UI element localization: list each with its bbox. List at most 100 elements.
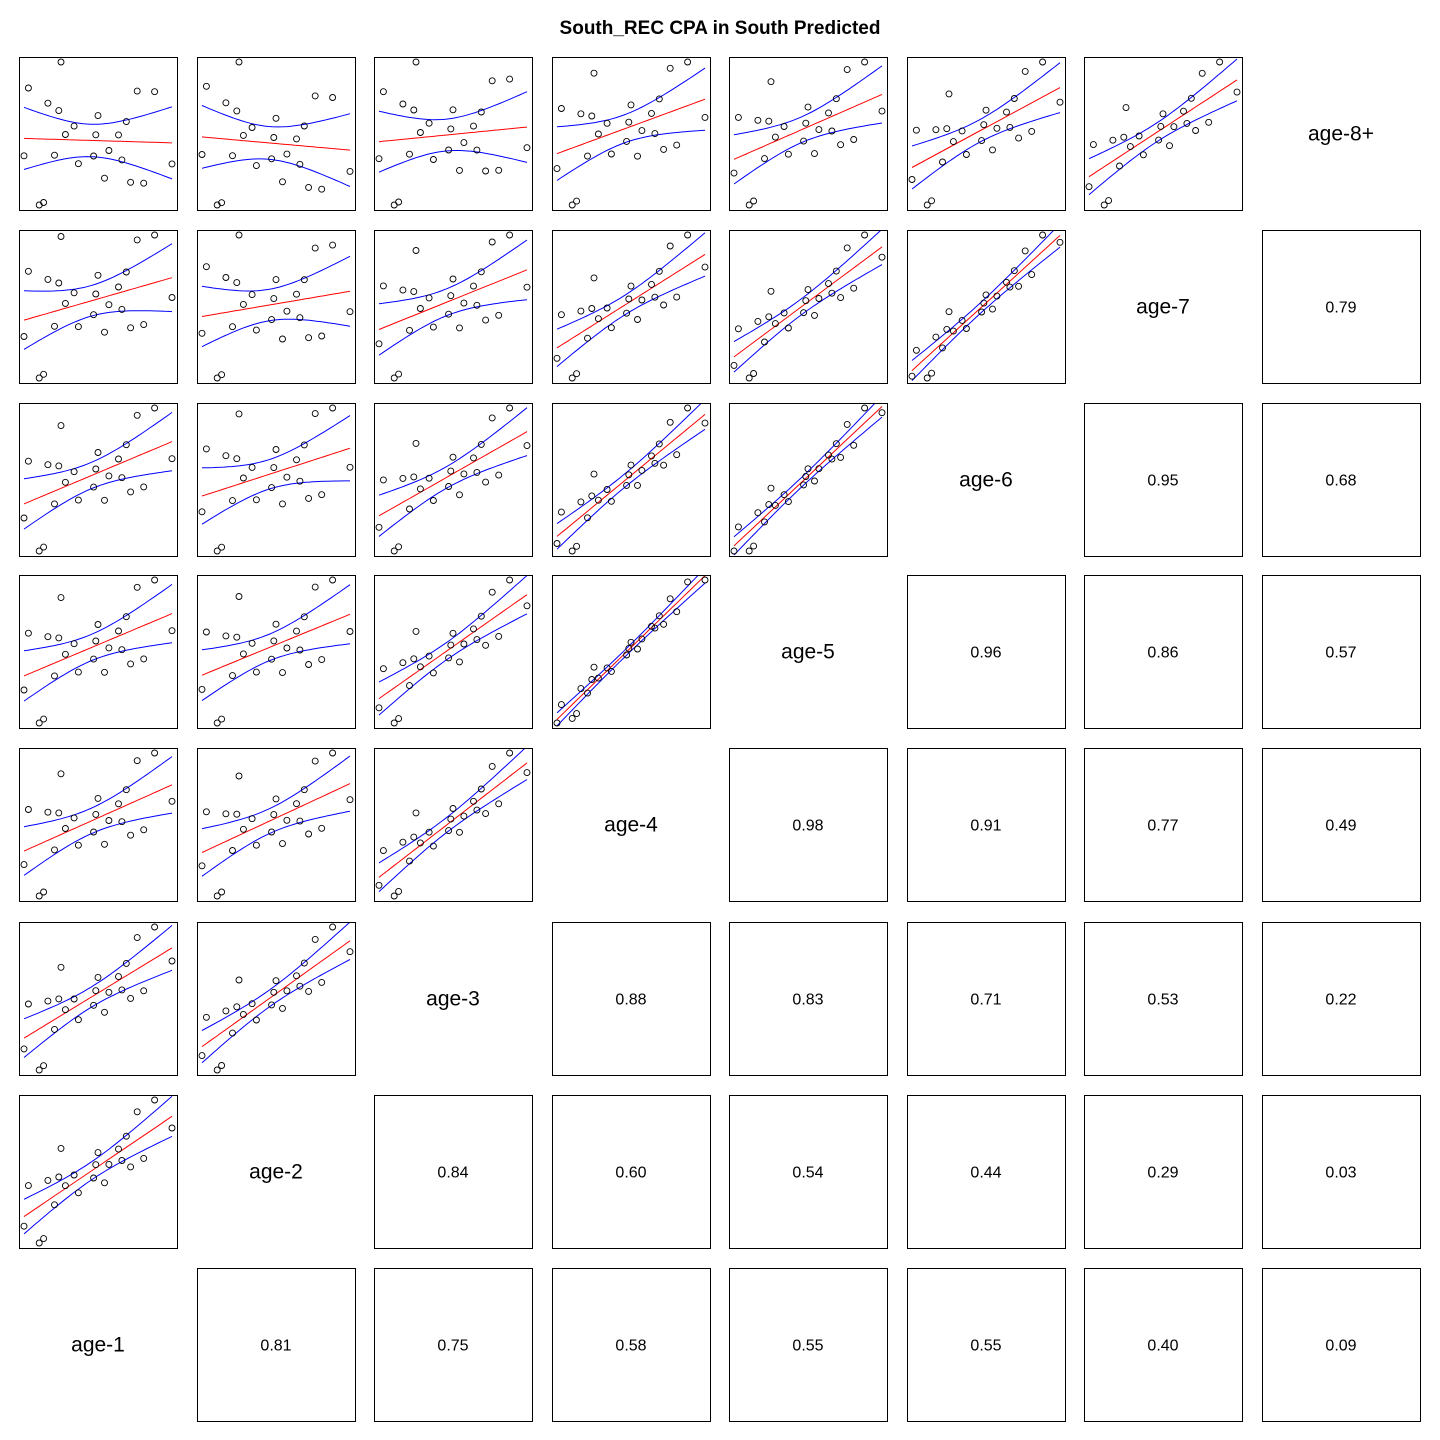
data-point	[252, 841, 260, 849]
diagonal-label-age-4: age-4	[604, 814, 658, 837]
data-point	[837, 453, 845, 461]
data-point	[122, 441, 130, 449]
panel-age-1-vs-age-7: 0.40	[1084, 1268, 1243, 1422]
data-point	[70, 1171, 78, 1179]
data-point	[94, 449, 102, 456]
fit-line	[23, 784, 173, 852]
data-point	[861, 404, 869, 412]
data-point	[1109, 136, 1117, 144]
fit-line	[733, 406, 883, 547]
data-point	[233, 1003, 241, 1011]
data-point	[101, 328, 108, 336]
data-point	[379, 476, 387, 484]
data-point	[982, 291, 990, 299]
data-point	[506, 576, 514, 584]
fit-line	[201, 290, 351, 317]
data-point	[1116, 162, 1123, 170]
data-point	[568, 374, 576, 382]
data-point	[20, 514, 28, 522]
data-point	[44, 997, 52, 1005]
data-point	[20, 861, 28, 869]
data-point	[648, 452, 655, 460]
data-point	[318, 332, 326, 340]
panel-frame	[19, 922, 178, 1076]
data-point	[346, 167, 354, 175]
data-point	[473, 806, 481, 814]
data-point	[296, 314, 304, 322]
data-point	[283, 307, 291, 315]
panel-age-3-vs-age-5: 0.83	[729, 922, 888, 1076]
panel-age-6-vs-age-2	[197, 403, 356, 557]
panel-age-1-vs-age-2: 0.81	[197, 1268, 356, 1422]
data-point	[488, 238, 496, 246]
data-point	[980, 299, 988, 307]
data-point	[557, 105, 565, 112]
data-point	[329, 404, 337, 412]
data-point	[651, 624, 659, 632]
data-point	[754, 509, 762, 517]
data-point	[229, 497, 236, 505]
data-point	[815, 465, 823, 473]
data-point	[625, 471, 633, 479]
data-point	[625, 644, 633, 652]
data-point	[638, 296, 646, 304]
data-point	[584, 334, 591, 342]
data-point	[272, 276, 280, 284]
data-point	[57, 233, 65, 240]
data-point	[568, 201, 576, 209]
data-point	[425, 652, 433, 660]
diagonal-label-age-6: age-6	[959, 469, 1013, 492]
data-point	[318, 656, 326, 664]
data-point	[233, 279, 241, 287]
data-point	[588, 112, 596, 120]
data-point	[1183, 119, 1191, 127]
correlation-value: 0.91	[970, 818, 1001, 835]
data-point	[346, 308, 354, 316]
data-point	[198, 1052, 206, 1060]
data-point	[296, 982, 304, 990]
data-point	[482, 316, 490, 324]
ci-lower-line	[1088, 100, 1238, 196]
data-point	[268, 1001, 276, 1009]
data-point	[837, 141, 845, 149]
data-point	[375, 523, 383, 531]
data-point	[70, 995, 78, 1003]
ci-lower-line	[911, 246, 1061, 381]
data-point	[118, 818, 126, 826]
data-point	[115, 131, 122, 139]
data-point	[730, 169, 738, 177]
data-point	[218, 715, 226, 723]
data-point	[673, 608, 681, 616]
data-point	[233, 810, 241, 818]
data-point	[1198, 69, 1206, 77]
data-point	[283, 473, 291, 481]
panel-age-2-vs-age-1	[19, 1095, 178, 1249]
panel-age-4-vs-age-5: 0.98	[729, 748, 888, 902]
data-point	[55, 279, 63, 287]
data-point	[24, 84, 32, 92]
ci-upper-line	[23, 106, 173, 125]
panel-age-6-vs-age-4	[552, 403, 711, 557]
data-point	[279, 840, 286, 848]
data-point	[506, 749, 514, 757]
correlation-value: 0.68	[1325, 473, 1356, 490]
data-point	[375, 881, 383, 889]
data-point	[399, 659, 407, 667]
correlation-value: 0.22	[1325, 992, 1356, 1009]
data-point	[115, 283, 122, 291]
ci-upper-line	[733, 65, 883, 136]
data-point	[202, 1013, 210, 1021]
fit-line	[201, 447, 351, 497]
ci-lower-line	[201, 480, 350, 525]
data-point	[279, 669, 286, 677]
data-point	[57, 58, 65, 66]
data-point	[61, 1182, 69, 1190]
data-point	[627, 461, 635, 469]
ci-lower-line	[911, 112, 1061, 190]
data-point	[70, 468, 78, 476]
data-point	[745, 547, 753, 555]
data-point	[780, 123, 788, 130]
data-point	[445, 654, 453, 662]
data-point	[20, 1222, 28, 1230]
data-point	[296, 817, 304, 825]
